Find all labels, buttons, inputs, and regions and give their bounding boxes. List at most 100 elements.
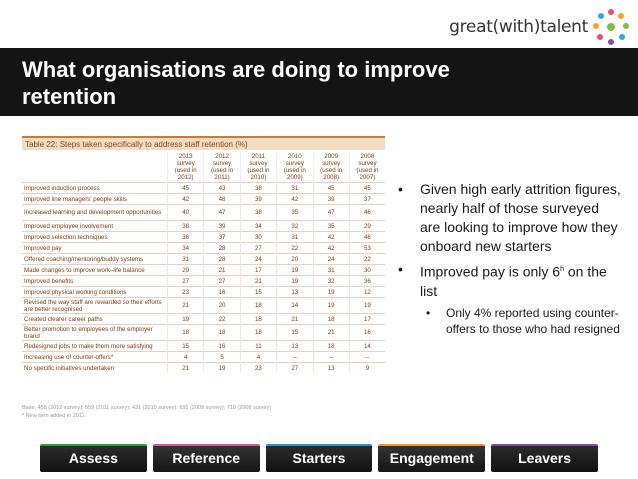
table-cell: 28 <box>203 242 241 254</box>
slide-title: What organisations are doing to improve … <box>22 57 450 109</box>
note-base: Base: 458 (2012 survey); 559 (2011 surve… <box>22 405 272 411</box>
table-cell: 46 <box>203 193 241 205</box>
table-cell: 12 <box>348 286 385 298</box>
table-cell: 18 <box>166 324 204 341</box>
col-header: 2011 survey (used in 2010) <box>239 152 277 183</box>
table-cell: 35 <box>312 220 350 232</box>
table-row: Increased learning and development oppor… <box>22 204 385 221</box>
table-cell: 19 <box>276 275 313 287</box>
table-cell: 16 <box>203 286 241 298</box>
table-row: Improved physical working conditions 23 16… <box>22 286 385 298</box>
table-cell: 47 <box>203 204 241 221</box>
table-cell: 14 <box>348 340 385 352</box>
col-header: 2012 survey (used in 2011) <box>203 152 241 183</box>
row-label: Made changes to improve work–life balanc… <box>22 264 168 276</box>
table-cell: 15 <box>239 286 277 298</box>
table-cell: 9 <box>348 362 385 373</box>
table-cell: 45 <box>348 182 385 194</box>
table-cell: 32 <box>312 275 350 287</box>
table-cell: – <box>348 351 385 363</box>
table-cell: 19 <box>348 297 385 314</box>
table-cell: 5 <box>203 351 241 363</box>
table-cell: 16 <box>203 340 241 352</box>
table-row: Offered coaching/mentoring/buddy systems… <box>22 253 385 265</box>
table-row: Created clearer career paths 19 22 18 21 18 17 <box>22 313 385 325</box>
row-label: Improved benefits <box>22 275 168 287</box>
tab-engagement[interactable]: Engagement <box>378 444 486 472</box>
table-cell: 38 <box>239 182 277 194</box>
table-cell: 45 <box>312 182 350 194</box>
tab-starters[interactable]: Starters <box>265 444 373 472</box>
table-cell: 37 <box>348 193 385 205</box>
table-cell: 27 <box>276 362 313 373</box>
brand-logo-icon <box>593 9 629 45</box>
table-cell: 18 <box>239 313 277 325</box>
table-cell: 19 <box>203 362 241 373</box>
bullet-text: Given high early attrition figures, near… <box>420 181 621 254</box>
row-label: Offered coaching/mentoring/buddy systems <box>22 253 168 265</box>
table-cell: 23 <box>166 286 204 298</box>
brand-name: great(with)talent <box>449 17 588 37</box>
brand: great(with)talent <box>449 8 630 46</box>
table-cell: 45 <box>166 182 204 194</box>
table-cell: 27 <box>239 242 277 254</box>
table-cell: 38 <box>166 220 204 232</box>
table-row: Improved selection techniques 36 37 30 31 42 4… <box>22 231 385 243</box>
table-cell: 17 <box>239 264 277 276</box>
tab-leavers[interactable]: Leavers <box>491 444 598 472</box>
table-cell: 21 <box>276 313 313 325</box>
row-label: Improved selection techniques <box>22 231 168 243</box>
tab-assess[interactable]: Assess <box>40 444 147 472</box>
table-row: No specific initiatives undertaken 21 19 23… <box>22 362 385 373</box>
row-label: No specific initiatives undertaken <box>22 362 168 373</box>
bullet-item: • Given high early attrition figures, ne… <box>398 180 623 256</box>
table-cell: 38 <box>239 204 277 221</box>
table-row: Redesigned jobs to make them more satisf… <box>22 340 385 352</box>
table-cell: 34 <box>239 220 277 232</box>
row-label: Improved pay <box>22 242 168 254</box>
retention-table: Table 22: Steps taken specifically to ad… <box>22 136 387 426</box>
table-cell: 13 <box>276 340 313 352</box>
table-row: Improved pay 34 28 27 22 42 53 <box>22 242 385 254</box>
col-header: 2010 survey (used in 2009) <box>276 152 313 183</box>
sub-bullet-text: Only 4% reported using counter-offers to… <box>446 305 620 336</box>
table-cell: 15 <box>166 340 204 352</box>
sub-bullet-item: • Only 4% reported using counter-offers … <box>426 305 623 337</box>
table-cell: 19 <box>166 313 204 325</box>
bullet-dot-icon: • <box>398 261 403 277</box>
bullet-dot-icon: • <box>398 181 403 197</box>
table-cell: 13 <box>276 286 313 298</box>
table-cell: 21 <box>166 297 204 314</box>
table-cell: 39 <box>312 193 350 205</box>
bullet-text: Improved pay is only 6h on the list <box>420 263 607 299</box>
table-cell: 13 <box>312 362 350 373</box>
table-cell: 14 <box>276 297 313 314</box>
table-cell: 42 <box>276 193 313 205</box>
table-row: Improved induction process 45 43 38 31 45 45 <box>22 182 385 194</box>
table-cell: 31 <box>312 264 350 276</box>
row-header-blank <box>22 152 168 183</box>
row-label: Redesigned jobs to make them more satisf… <box>22 340 168 352</box>
table-cell: 18 <box>312 313 350 325</box>
table-cell: 47 <box>312 204 350 221</box>
table-caption: Table 22: Steps taken specifically to ad… <box>22 136 385 150</box>
row-label: Increased learning and development oppor… <box>22 204 168 221</box>
row-label: Better promotion to employees of the emp… <box>22 324 168 341</box>
table-cell: 42 <box>312 231 350 243</box>
table-cell: 37 <box>203 231 241 243</box>
table-cell: 29 <box>348 220 385 232</box>
table-cell: 46 <box>348 204 385 221</box>
tab-reference[interactable]: Reference <box>152 444 260 472</box>
table-row: Improved line managers' people skills 42 4… <box>22 193 385 205</box>
table-cell: 36 <box>348 275 385 287</box>
row-label: Increasing use of counter-offers* <box>22 351 168 363</box>
table-cell: 21 <box>166 362 204 373</box>
table-cell: 22 <box>348 253 385 265</box>
table-cell: 21 <box>203 264 241 276</box>
row-label: Improved induction process <box>22 182 168 194</box>
table-cell: 43 <box>203 182 241 194</box>
table-cell: 36 <box>166 231 204 243</box>
table-cell: 4 <box>166 351 204 363</box>
table-cell: 20 <box>203 297 241 314</box>
bullet-list: • Given high early attrition figures, ne… <box>398 180 623 337</box>
